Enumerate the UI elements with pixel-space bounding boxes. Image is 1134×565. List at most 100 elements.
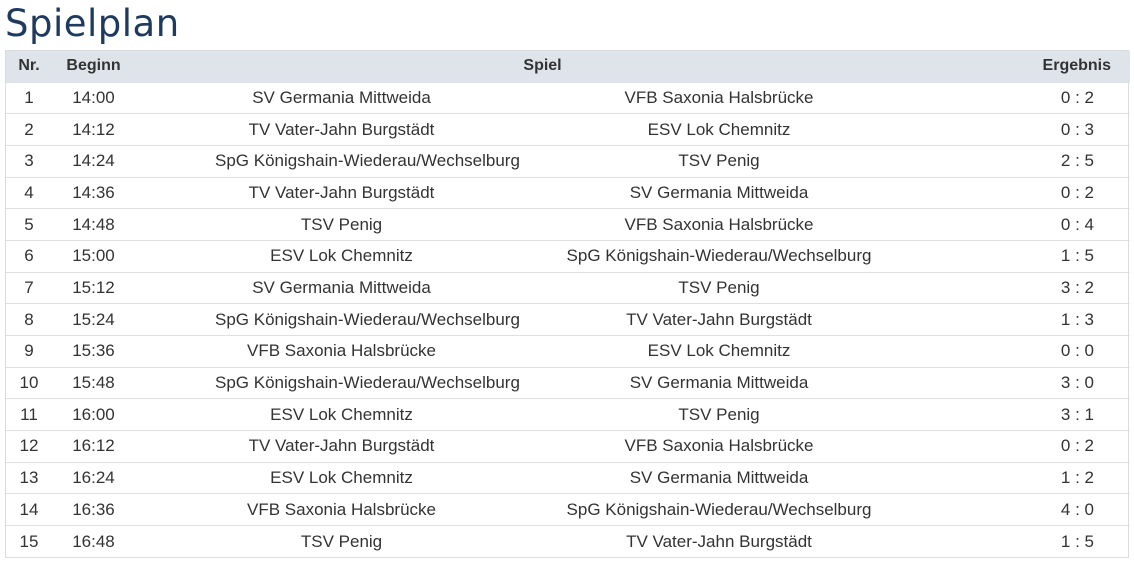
away-team: TSV Penig (678, 151, 760, 171)
table-row: 8 15:24 SpG Königshain-Wiederau/Wechselbur… (6, 303, 1131, 336)
home-team: SpG Königshain-Wiederau/Wechselburg (215, 309, 520, 329)
match-number: 10 (19, 373, 39, 393)
column-header-beginn: Beginn (66, 57, 121, 75)
match-number: 13 (19, 468, 39, 488)
column-header-spiel: Spiel (523, 57, 562, 75)
table-row: 2 14:12 TV Vater-Jahn Burgstädt ESV Lok Che… (6, 113, 1131, 146)
match-start-time: 16:48 (72, 531, 115, 551)
table-row: 6 15:00 ESV Lok Chemnitz SpG Königshain-Wie… (6, 240, 1131, 272)
home-team: SV Germania Mittweida (252, 87, 431, 107)
column-header-ergebnis: Ergebnis (1042, 57, 1112, 75)
home-team: SpG Königshain-Wiederau/Wechselburg (215, 373, 520, 393)
schedule-table-container: Nr. Beginn Spiel Ergebnis 1 14:00 SV Germa… (5, 50, 1131, 559)
match-start-time: 14:48 (72, 214, 115, 234)
table-row: 12 16:12 TV Vater-Jahn Burgstädt VFB Saxoni… (6, 430, 1131, 463)
away-team: TV Vater-Jahn Burgstädt (626, 309, 812, 329)
away-team: ESV Lok Chemnitz (647, 119, 791, 139)
home-team: VFB Saxonia Halsbrücke (247, 341, 436, 361)
column-header-nr: Nr. (18, 57, 40, 75)
match-number: 3 (24, 151, 34, 171)
table-row: 3 14:24 SpG Königshain-Wiederau/Wechselbur… (6, 145, 1131, 177)
table-row: 11 16:00 ESV Lok Chemnitz TSV Penig 3 : 1 (6, 398, 1131, 431)
match-start-time: 16:36 (72, 499, 115, 519)
table-row: 1 14:00 SV Germania Mittweida VFB Saxonia H… (6, 82, 1131, 114)
match-number: 1 (24, 87, 34, 107)
match-number: 14 (19, 499, 39, 519)
match-start-time: 16:12 (72, 436, 115, 456)
match-number: 7 (24, 277, 34, 297)
home-team: ESV Lok Chemnitz (270, 404, 413, 424)
table-row: 7 15:12 SV Germania Mittweida TSV Penig 3 : … (6, 272, 1131, 304)
home-team: VFB Saxonia Halsbrücke (247, 499, 436, 519)
match-result: 4 : 0 (1060, 499, 1095, 519)
away-team: VFB Saxonia Halsbrücke (624, 436, 814, 456)
match-start-time: 15:12 (72, 277, 115, 297)
match-start-time: 14:36 (72, 182, 115, 202)
away-team: TSV Penig (678, 277, 760, 297)
home-team: TV Vater-Jahn Burgstädt (248, 436, 435, 456)
table-row: 15 16:48 TSV Penig TV Vater-Jahn Burgstädt 1… (6, 525, 1131, 558)
match-result: 1 : 2 (1060, 468, 1095, 488)
match-result: 2 : 5 (1060, 151, 1095, 171)
home-team: TSV Penig (300, 531, 383, 551)
table-header: Nr. Beginn Spiel Ergebnis (6, 51, 1131, 82)
match-result: 0 : 0 (1060, 341, 1095, 361)
match-start-time: 15:48 (72, 373, 115, 393)
match-start-time: 16:00 (72, 404, 115, 424)
page-title: Spielplan (5, 2, 180, 45)
table-row: 4 14:36 TV Vater-Jahn Burgstädt SV Germania… (6, 177, 1131, 209)
match-start-time: 14:12 (72, 119, 115, 139)
match-result: 1 : 3 (1060, 309, 1095, 329)
away-team: TSV Penig (678, 404, 760, 424)
table-row: 9 15:36 VFB Saxonia Halsbrücke ESV Lok Chem… (6, 335, 1131, 368)
away-team: ESV Lok Chemnitz (647, 341, 791, 361)
match-result: 3 : 1 (1060, 404, 1095, 424)
home-team: SpG Königshain-Wiederau/Wechselburg (215, 151, 520, 171)
match-number: 12 (19, 436, 39, 456)
match-start-time: 14:24 (72, 151, 115, 171)
match-result: 1 : 5 (1060, 246, 1095, 266)
match-result: 0 : 2 (1060, 87, 1095, 107)
match-result: 0 : 2 (1060, 182, 1095, 202)
home-team: ESV Lok Chemnitz (270, 246, 413, 266)
match-start-time: 15:24 (72, 309, 115, 329)
header-row: Nr. Beginn Spiel Ergebnis (6, 51, 1131, 82)
match-number: 2 (24, 119, 34, 139)
home-team: TV Vater-Jahn Burgstädt (248, 119, 435, 139)
match-result: 0 : 2 (1060, 436, 1095, 456)
match-number: 15 (19, 531, 39, 551)
away-team: VFB Saxonia Halsbrücke (624, 87, 814, 107)
match-result: 0 : 4 (1060, 214, 1095, 234)
match-number: 5 (24, 214, 34, 234)
match-result: 3 : 2 (1060, 277, 1095, 297)
table-row: 10 15:48 SpG Königshain-Wiederau/Wechselbu… (6, 367, 1131, 399)
home-team: TSV Penig (300, 214, 383, 234)
table-body: 1 14:00 SV Germania Mittweida VFB Saxonia H… (6, 82, 1131, 558)
home-team: TV Vater-Jahn Burgstädt (248, 182, 435, 202)
away-team: VFB Saxonia Halsbrücke (624, 214, 814, 234)
table-row: 13 16:24 ESV Lok Chemnitz SV Germania Mittw… (6, 462, 1131, 494)
away-team: SV Germania Mittweida (629, 373, 809, 393)
match-start-time: 14:00 (72, 87, 115, 107)
match-result: 3 : 0 (1060, 373, 1095, 393)
match-start-time: 15:00 (72, 246, 115, 266)
match-number: 11 (20, 404, 38, 424)
match-start-time: 15:36 (72, 341, 115, 361)
match-result: 0 : 3 (1060, 119, 1095, 139)
home-team: ESV Lok Chemnitz (270, 468, 413, 488)
match-number: 8 (24, 309, 34, 329)
away-team: SpG Königshain-Wiederau/Wechselburg (566, 246, 872, 266)
away-team: SV Germania Mittweida (629, 182, 809, 202)
home-team: SV Germania Mittweida (252, 277, 431, 297)
table-row: 5 14:48 TSV Penig VFB Saxonia Halsbrücke 0 :… (6, 208, 1131, 241)
match-number: 6 (24, 246, 34, 266)
match-result: 1 : 5 (1060, 531, 1095, 551)
table-row: 14 16:36 VFB Saxonia Halsbrücke SpG Königsh… (6, 493, 1131, 526)
away-team: SV Germania Mittweida (629, 468, 809, 488)
match-number: 4 (24, 182, 34, 202)
away-team: SpG Königshain-Wiederau/Wechselburg (566, 499, 872, 519)
match-start-time: 16:24 (72, 468, 115, 488)
match-number: 9 (24, 341, 34, 361)
schedule-table: Nr. Beginn Spiel Ergebnis 1 14:00 SV Germa… (6, 51, 1131, 558)
away-team: TV Vater-Jahn Burgstädt (626, 531, 812, 551)
